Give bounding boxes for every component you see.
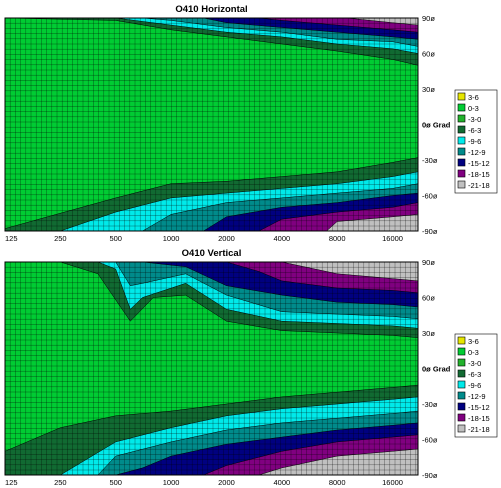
legend-label: -21-18 [468,425,490,434]
legend: 3-6 0-3 -3-0 -6-3 -9-6 -12-9 -15-12 -18-15 -21-1… [454,89,498,194]
heatmap-vertical: O410 Vertical 125 250 500 1000 2000 4000 8000 16… [4,248,498,487]
legend-label: -12-9 [468,148,486,157]
legend-label: -18-15 [468,414,490,423]
chart-title: O410 Horizontal [175,4,247,15]
x-tick-label: 500 [109,234,122,243]
x-tick-label: 500 [109,478,122,487]
legend-swatch [457,147,466,156]
y-tick-label: 30ø [422,85,435,94]
grid [5,18,418,231]
legend-swatch [457,136,466,145]
legend-swatch [457,169,466,178]
legend-swatch [457,336,466,345]
legend-swatch [457,358,466,367]
y-tick-label: -90ø [422,227,438,236]
legend-swatch [457,103,466,112]
legend-label: -15-12 [468,403,490,412]
legend-label: 0-3 [468,348,479,357]
heatmap-horizontal: O410 Horizontal 125 250 500 1000 2000 4000 8000… [4,4,498,243]
legend-label: -12-9 [468,392,486,401]
legend-swatch [457,369,466,378]
x-tick-label: 8000 [329,478,346,487]
legend-swatch [457,92,466,101]
legend-swatch [457,125,466,134]
legend-swatch [457,114,466,123]
legend-label: -3-0 [468,115,481,124]
legend-label: 0-3 [468,104,479,113]
x-tick-label: 1000 [163,478,180,487]
legend: 3-6 0-3 -3-0 -6-3 -9-6 -12-9 -15-12 -18-15 -21-1… [454,333,498,438]
legend-label: 3-6 [468,337,479,346]
chart-horizontal: O410 Horizontal 125 250 500 1000 2000 4000 8000… [4,4,498,243]
x-tick-label: 16000 [382,234,403,243]
legend-label: -6-3 [468,126,481,135]
y-tick-label: 60ø [422,50,435,59]
legend-label: -15-12 [468,159,490,168]
x-tick-label: 125 [5,234,18,243]
plot-frame [4,17,419,232]
x-tick-label: 2000 [218,478,235,487]
legend-label: 3-6 [468,93,479,102]
y-axis-label: 0ø Grad [422,121,451,130]
x-tick-label: 250 [54,234,67,243]
y-tick-label: 60ø [422,294,435,303]
y-tick-label: 30ø [422,329,435,338]
x-tick-label: 4000 [273,234,290,243]
x-tick-label: 2000 [218,234,235,243]
legend-label: -6-3 [468,370,481,379]
contour--18-15 [258,18,418,231]
y-tick-label: -60ø [422,192,438,201]
y-tick-label: -30ø [422,156,438,165]
legend-swatch [457,402,466,411]
legend-swatch [457,413,466,422]
legend-swatch [457,180,466,189]
legend-label: -9-6 [468,381,481,390]
legend-label: -9-6 [468,137,481,146]
legend-swatch [457,158,466,167]
x-tick-label: 125 [5,478,18,487]
contour--21-18 [258,262,418,475]
legend-swatch [457,391,466,400]
y-tick-label: 90ø [422,14,435,23]
legend-swatch [457,380,466,389]
chart-title: O410 Vertical [182,248,242,259]
x-tick-label: 4000 [273,478,290,487]
legend-label: -21-18 [468,181,490,190]
y-tick-label: -90ø [422,471,438,480]
y-tick-label: -30ø [422,400,438,409]
y-axis-label: 0ø Grad [422,365,451,374]
legend-label: -18-15 [468,170,490,179]
plot-frame [4,261,419,476]
x-tick-label: 1000 [163,234,180,243]
x-tick-label: 16000 [382,478,403,487]
y-tick-label: 90ø [422,258,435,267]
x-tick-label: 8000 [329,234,346,243]
y-tick-label: -60ø [422,436,438,445]
grid [5,262,418,475]
chart-vertical: O410 Vertical 125 250 500 1000 2000 4000 8000 16… [0,244,501,488]
legend-label: -3-0 [468,359,481,368]
x-tick-label: 250 [54,478,67,487]
legend-swatch [457,424,466,433]
legend-swatch [457,347,466,356]
